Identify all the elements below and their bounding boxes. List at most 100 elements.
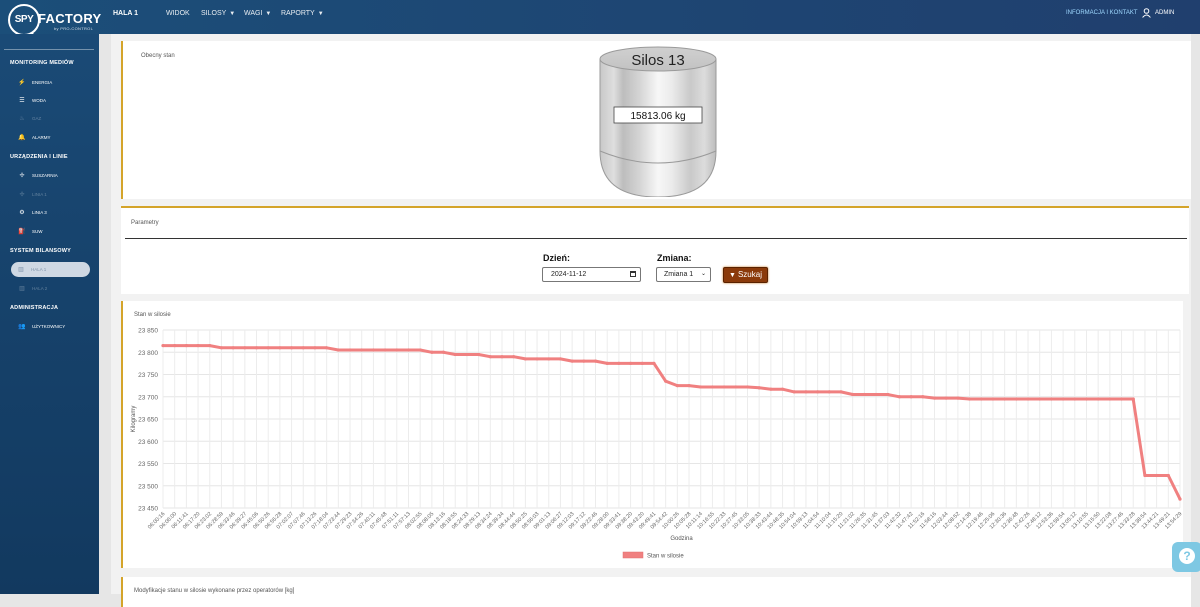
data-point	[640, 361, 644, 365]
data-point	[874, 392, 878, 397]
parameters-panel: Parametry Dzień: 2024-11-12 Zmiana: Zmia…	[121, 206, 1189, 294]
data-point	[383, 348, 387, 352]
calendar-icon[interactable]	[630, 271, 636, 277]
shift-select[interactable]: Zmiana 1 ⌄	[656, 267, 711, 282]
sidebar-item-energia[interactable]: ⚡ ENERGIA	[18, 78, 52, 88]
menu-silosy[interactable]: SILOSY ▼	[201, 10, 235, 17]
series-line	[163, 344, 1182, 500]
sidebar-item-label: GAZ	[32, 116, 42, 121]
data-point	[1014, 397, 1018, 401]
data-point	[1049, 397, 1054, 401]
sidebar-item-label: SUSZARNIA	[32, 173, 58, 178]
data-point	[991, 397, 995, 401]
sidebar-divider	[4, 49, 94, 50]
help-button[interactable]: ?	[1172, 542, 1200, 572]
silo-level-chart[interactable]: 23 450 23 500 23 550 23 600 23 650 23 700 23 7…	[123, 301, 1183, 568]
building-icon: ▥	[18, 267, 24, 273]
pump-icon: ⛽	[18, 229, 26, 235]
top-navbar: SPY FACTORY by PRO-CONTROL HALA 1 WIDOK …	[0, 0, 1200, 42]
data-point	[710, 385, 715, 389]
sidebar-section-monitoring: MONITORING MEDIÓW	[10, 60, 74, 66]
data-point	[956, 396, 960, 400]
fan-icon: ✢	[19, 173, 25, 179]
sidebar-item-hala-2[interactable]: ▥ HALA 2	[18, 284, 47, 294]
data-point	[535, 357, 539, 361]
data-point	[804, 390, 808, 394]
sidebar-item-alarmy[interactable]: 🔔 ALARMY	[18, 133, 50, 143]
sidebar-item-label: LINIA 1	[32, 192, 47, 197]
y-tick-label: 23 500	[138, 483, 158, 490]
sidebar-item-hala-1[interactable]: ▥ HALA 1	[11, 262, 90, 277]
parameters-panel-title: Parametry	[131, 220, 159, 226]
data-point	[570, 359, 574, 363]
data-point	[897, 395, 902, 399]
sidebar-section-administracja: ADMINISTRACJA	[10, 305, 59, 311]
data-point	[219, 346, 224, 350]
data-point	[664, 379, 668, 383]
sidebar-section-bilans: SYSTEM BILANSOWY	[10, 248, 71, 254]
users-icon: 👥	[18, 324, 26, 330]
data-point	[699, 385, 703, 389]
data-point	[266, 346, 270, 350]
menu-raporty-label: RAPORTY	[281, 10, 315, 17]
y-tick-label: 23 700	[138, 394, 158, 401]
operator-modifications-panel: Modyfikacje stanu w silosie wykonane prz…	[121, 577, 1191, 607]
menu-widok-label: WIDOK	[166, 10, 190, 17]
sidebar-item-woda[interactable]: ☰ WODA	[18, 96, 46, 106]
silo-value-box	[613, 106, 703, 124]
sidebar-item-linia-1[interactable]: ✢ LINIA 1	[18, 190, 47, 200]
search-button[interactable]: ▼ Szukaj	[723, 267, 768, 283]
data-point	[441, 350, 446, 354]
data-point	[827, 390, 831, 394]
user-name[interactable]: ADMIN	[1155, 10, 1175, 16]
day-label: Dzień:	[543, 253, 570, 263]
data-point	[558, 357, 563, 361]
data-point	[1084, 397, 1089, 401]
data-point	[909, 395, 913, 399]
sidebar-item-uzytkownicy[interactable]: 👥 UŻYTKOWNICY	[18, 322, 65, 332]
date-input-value: 2024-11-12	[551, 271, 587, 278]
data-point	[1178, 497, 1182, 501]
data-point	[944, 396, 948, 400]
data-point	[1166, 473, 1170, 478]
logo-spy-text: SPY	[8, 4, 40, 36]
sidebar-item-gaz[interactable]: ♨ GAZ	[18, 114, 41, 124]
data-point	[453, 352, 457, 357]
data-point	[769, 387, 773, 391]
menu-raporty[interactable]: RAPORTY ▼	[281, 10, 324, 17]
data-point	[301, 346, 305, 350]
data-point	[605, 361, 609, 365]
sidebar-item-label: SUW	[32, 229, 43, 234]
shift-label: Zmiana:	[657, 253, 692, 263]
menu-widok[interactable]: WIDOK	[166, 10, 190, 17]
data-point	[406, 348, 411, 352]
data-point	[979, 397, 983, 401]
y-tick-label: 23 750	[138, 372, 158, 379]
sidebar-item-label: HALA 1	[31, 267, 47, 272]
data-point	[1143, 473, 1147, 478]
data-point	[360, 348, 364, 352]
bell-icon: 🔔	[18, 135, 26, 141]
caret-down-icon: ▼	[265, 11, 272, 17]
y-tick-label: 23 650	[138, 417, 158, 424]
data-point	[243, 346, 247, 350]
sidebar-item-suszarnia[interactable]: ✢ SUSZARNIA	[18, 171, 58, 181]
sidebar-item-suw[interactable]: ⛽ SUW	[18, 227, 43, 237]
user-icon[interactable]	[1142, 8, 1151, 18]
info-contact-link[interactable]: INFORMACJA I KONTAKT	[1066, 10, 1138, 16]
data-point	[523, 357, 527, 361]
data-point	[254, 346, 259, 350]
data-point	[289, 346, 294, 350]
data-point	[675, 384, 679, 388]
building-icon: ▥	[19, 286, 25, 292]
menu-silosy-label: SILOSY	[201, 10, 227, 17]
data-point	[313, 346, 317, 350]
sidebar-item-linia-3[interactable]: ⚙ LINIA 3	[18, 208, 47, 218]
sidebar-item-label: UŻYTKOWNICY	[32, 324, 66, 329]
fan-icon: ✢	[19, 192, 25, 198]
sidebar-item-label: LINIA 3	[32, 210, 47, 215]
menu-wagi[interactable]: WAGI ▼	[244, 10, 271, 17]
date-input[interactable]: 2024-11-12	[542, 267, 641, 282]
data-point	[862, 392, 866, 397]
data-point	[886, 392, 890, 397]
